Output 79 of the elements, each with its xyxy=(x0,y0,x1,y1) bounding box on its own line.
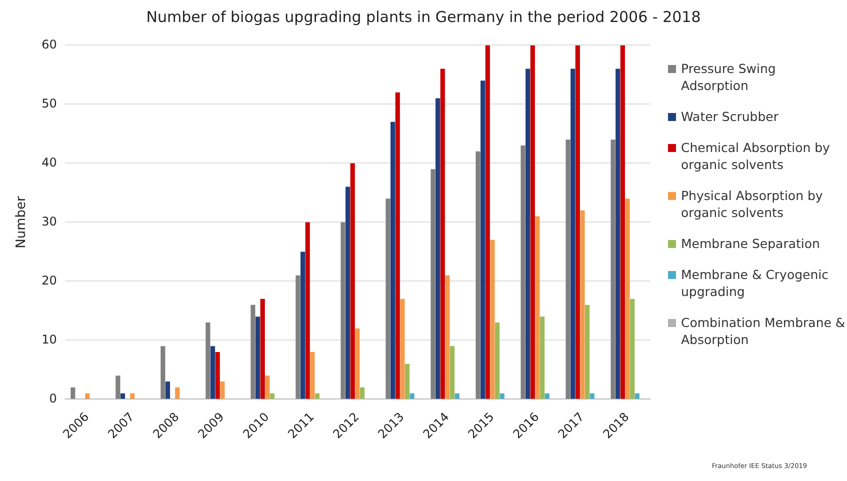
bar xyxy=(476,151,480,399)
bar xyxy=(386,198,390,399)
bar xyxy=(616,68,620,399)
bar xyxy=(450,346,455,399)
legend-label: Physical Absorption by organic solvents xyxy=(681,187,824,221)
bar xyxy=(70,387,76,399)
chart-title: Number of biogas upgrading plants in Germany in the period 2006 - 2018 xyxy=(145,8,702,26)
bar xyxy=(480,80,486,399)
bar xyxy=(206,322,210,399)
legend-label: Combination Membrane & Absorption xyxy=(681,314,846,348)
bar xyxy=(300,252,306,399)
legend-label: Chemical Absorption by organic solvents xyxy=(681,139,831,173)
legend-label: Membrane Separation xyxy=(681,235,820,252)
bar xyxy=(120,393,126,399)
legend-label: Water Scrubber xyxy=(681,108,778,125)
bar xyxy=(165,382,170,399)
bar xyxy=(160,346,166,399)
bar xyxy=(410,393,414,399)
bar xyxy=(305,222,310,399)
bar xyxy=(590,393,594,399)
bar xyxy=(535,216,540,399)
bar xyxy=(485,45,490,399)
bar xyxy=(395,92,400,399)
bar xyxy=(454,393,460,399)
bar xyxy=(566,140,570,399)
legend-label: Pressure Swing Adsorption xyxy=(681,60,777,94)
bar xyxy=(210,346,216,399)
y-tick-label: 40 xyxy=(42,155,57,170)
bar xyxy=(346,186,350,399)
bar xyxy=(360,387,365,399)
y-tick-label: 20 xyxy=(42,273,57,288)
bar xyxy=(310,352,315,399)
bar xyxy=(630,298,635,399)
bar xyxy=(436,98,440,399)
bar xyxy=(220,382,225,399)
bar xyxy=(314,393,320,399)
bar xyxy=(175,387,180,399)
bar xyxy=(520,146,526,399)
bar xyxy=(355,328,360,399)
bar xyxy=(404,364,410,399)
y-tick-label: 60 xyxy=(42,37,57,52)
y-tick-label: 0 xyxy=(49,391,57,406)
bar xyxy=(544,393,550,399)
y-tick-label: 30 xyxy=(42,214,57,228)
bar xyxy=(634,393,640,399)
bar xyxy=(575,45,580,399)
bar xyxy=(270,393,275,399)
bar xyxy=(340,222,346,399)
bar xyxy=(530,45,535,399)
bar xyxy=(585,304,590,399)
bar xyxy=(85,393,90,399)
y-axis-title: Number xyxy=(14,195,30,248)
bar xyxy=(440,68,445,399)
bar xyxy=(625,198,630,399)
bar xyxy=(610,140,616,399)
bar xyxy=(350,163,355,399)
bar xyxy=(570,68,576,399)
bar xyxy=(116,376,120,399)
legend-label: Membrane & Cryogenic upgrading xyxy=(681,266,830,300)
bar xyxy=(296,275,300,399)
y-tick-label: 10 xyxy=(42,332,57,346)
bar xyxy=(526,68,530,399)
bar xyxy=(445,275,450,399)
bar xyxy=(390,122,396,399)
bar xyxy=(430,169,436,399)
y-tick-label: 50 xyxy=(42,96,57,110)
bar xyxy=(400,298,405,399)
bar xyxy=(490,240,495,399)
bar xyxy=(500,393,504,399)
bar xyxy=(215,352,220,399)
bar xyxy=(540,316,545,399)
bar xyxy=(494,322,500,399)
bar xyxy=(250,304,256,399)
bar xyxy=(130,393,135,399)
bar xyxy=(580,210,585,399)
bar xyxy=(260,298,265,399)
bar xyxy=(620,45,625,399)
bar xyxy=(265,376,270,399)
bar xyxy=(255,316,260,399)
